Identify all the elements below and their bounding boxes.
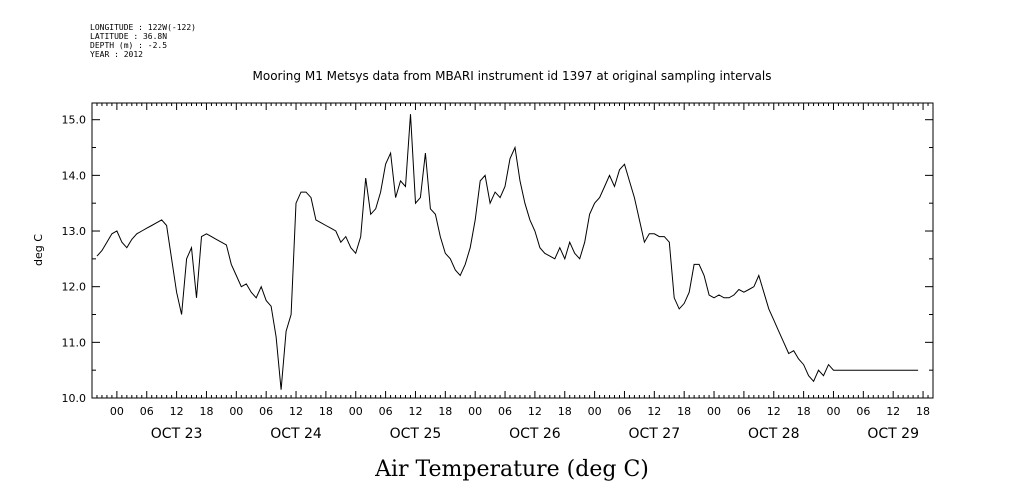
x-tick-label: 06 — [498, 405, 512, 418]
plot-frame — [91, 102, 934, 399]
x-tick-label: 00 — [588, 405, 602, 418]
x-tick-label: 00 — [229, 405, 243, 418]
chart-title: Mooring M1 Metsys data from MBARI instru… — [253, 69, 772, 83]
x-tick-label: 00 — [707, 405, 721, 418]
x-tick-label: 06 — [140, 405, 154, 418]
y-tick-label: 14.0 — [62, 169, 87, 182]
x-tick-label: 00 — [349, 405, 363, 418]
x-tick-label: 18 — [319, 405, 333, 418]
x-axis-label: Air Temperature (deg C) — [374, 457, 649, 482]
y-tick-label: 13.0 — [62, 225, 87, 238]
x-tick-label: 12 — [767, 405, 781, 418]
x-tick-label: 18 — [558, 405, 572, 418]
x-day-label: OCT 23 — [151, 426, 203, 442]
x-tick-label: 00 — [110, 405, 124, 418]
series-line-air-temperature — [96, 114, 919, 390]
x-tick-label: 12 — [528, 405, 542, 418]
x-tick-label: 18 — [797, 405, 811, 418]
x-tick-label: 12 — [408, 405, 422, 418]
meta-depth: DEPTH (m) : -2.5 — [90, 41, 167, 50]
x-tick-label: 06 — [737, 405, 751, 418]
y-tick-label: 12.0 — [62, 281, 87, 294]
x-tick-label: 12 — [886, 405, 900, 418]
x-tick-label: 06 — [259, 405, 273, 418]
x-tick-label: 18 — [438, 405, 452, 418]
x-tick-label: 06 — [617, 405, 631, 418]
x-tick-label: 00 — [826, 405, 840, 418]
x-day-label: OCT 27 — [629, 426, 681, 442]
meta-year: YEAR : 2012 — [90, 50, 143, 59]
x-tick-label: 12 — [647, 405, 661, 418]
x-day-label: OCT 25 — [390, 426, 442, 442]
y-tick-label: 10.0 — [62, 392, 87, 405]
x-day-label: OCT 24 — [270, 426, 322, 442]
x-tick-label: 18 — [677, 405, 691, 418]
x-day-label: OCT 29 — [867, 426, 919, 442]
x-tick-label: 12 — [289, 405, 303, 418]
meta-longitude: LONGITUDE : 122W(-122) — [90, 23, 196, 32]
axis-ticks — [91, 103, 934, 399]
meta-block: LONGITUDE : 122W(-122) LATITUDE : 36.8N … — [90, 23, 196, 59]
x-tick-label: 06 — [856, 405, 870, 418]
x-tick-label: 18 — [916, 405, 930, 418]
meta-latitude: LATITUDE : 36.8N — [90, 32, 167, 41]
axis-labels: 00 06 12 18 00 06 12 18 00 06 12 18 00 06 12 18 00 06 12 18… — [62, 114, 931, 442]
x-tick-label: 06 — [379, 405, 393, 418]
y-tick-label: 15.0 — [62, 114, 87, 127]
x-tick-label: 12 — [170, 405, 184, 418]
x-tick-label: 18 — [199, 405, 213, 418]
y-axis-label: deg C — [32, 234, 45, 266]
x-day-label: OCT 28 — [748, 426, 800, 442]
y-tick-label: 11.0 — [62, 336, 87, 349]
x-day-label: OCT 26 — [509, 426, 561, 442]
x-tick-label: 00 — [468, 405, 482, 418]
